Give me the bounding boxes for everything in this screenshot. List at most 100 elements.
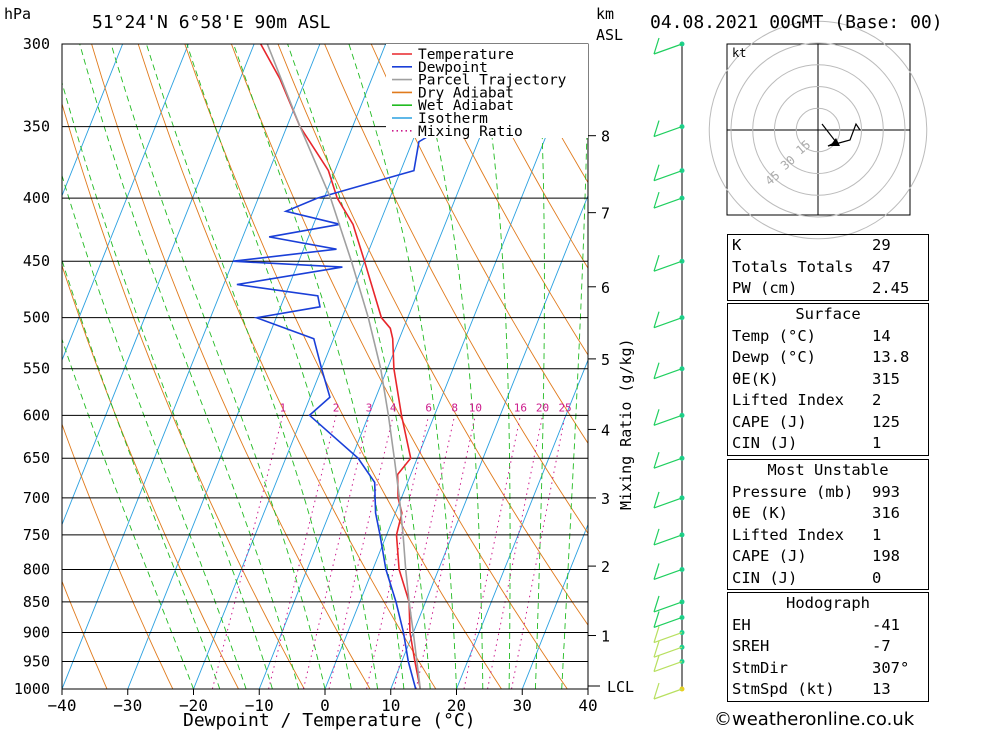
isotherm-line — [456, 358, 588, 689]
isotherm-line — [390, 194, 588, 689]
most-unstable-table: Most Unstable Pressure (mb) 993 θE (K) 316 L… — [727, 459, 929, 590]
dry-adiabat-line — [91, 44, 371, 689]
table-row: Dewp (°C) 13.8 — [728, 347, 928, 369]
asl-label: ASL — [596, 26, 623, 44]
row-value: 13 — [872, 680, 891, 698]
mixing-ratio-tick-label: 10 — [469, 401, 482, 414]
legend-label: Dry Adiabat — [418, 85, 514, 101]
chart-profiles — [232, 44, 479, 689]
hodograph-ring — [774, 86, 862, 174]
mixing-ratio-line — [268, 415, 337, 689]
location-title: 51°24'N 6°58'E 90m ASL — [92, 12, 331, 33]
isotherm-line — [324, 44, 584, 689]
mixing-ratio-axis-label: Mixing Ratio (g/kg) — [617, 338, 635, 510]
hpa-label: hPa — [4, 5, 31, 23]
mixing-ratio-line — [302, 415, 370, 689]
pressure-tick-label: 500 — [23, 309, 50, 327]
table-row: Lifted Index 1 — [728, 525, 928, 547]
pressure-tick-label: 450 — [23, 252, 50, 270]
isotherm-line — [62, 44, 321, 689]
wet-adiabat-line — [79, 44, 300, 689]
pressure-tick-label: 850 — [23, 593, 50, 611]
dry-adiabat-line — [977, 44, 1000, 689]
km-tick-label: 2 — [601, 558, 610, 576]
mixing-ratio-line — [463, 415, 521, 689]
pressure-tick-label: 800 — [23, 560, 50, 578]
wind-barb-flag — [653, 452, 660, 469]
wind-barb-flag — [653, 37, 660, 55]
mixing-ratio-labels: 1 2 3 4 6 8 10 16 20 25 — [280, 401, 572, 414]
row-label: StmDir — [732, 658, 788, 677]
wind-barb-staff — [653, 646, 683, 658]
wind-barb-flag — [653, 491, 660, 509]
wind-barb-flag — [653, 255, 660, 272]
km-tick-label: 7 — [601, 205, 610, 223]
mixing-ratio-tick-label: 2 — [333, 401, 340, 414]
wet-adiabat-line — [62, 174, 247, 689]
wind-barb-staff — [653, 368, 683, 380]
x-tick-label: 10 — [381, 696, 400, 715]
row-label: StmSpd (kt) — [732, 680, 835, 698]
legend-label: Wet Adiabat — [418, 98, 514, 114]
hodograph-table: Hodograph EH -41 SREH -7 StmDir 307° StmSpd (k… — [727, 592, 929, 702]
pressure-tick-label: 1000 — [14, 680, 50, 698]
index-row-totals: Totals Totals 47 — [728, 257, 928, 279]
x-tick-label: 20 — [447, 696, 466, 715]
wind-barb-flag — [653, 641, 660, 658]
wet-adiabat-line — [62, 337, 194, 689]
indices-table: K 29 Totals Totals 47 PW (cm) 2.45 — [727, 234, 929, 301]
wind-barbs — [653, 37, 685, 700]
index-key: K — [732, 236, 742, 254]
row-label: CIN (J) — [732, 568, 798, 587]
wet-adiabat-line — [145, 44, 352, 689]
pressure-tick-label: 950 — [23, 653, 50, 671]
hodograph-ring — [752, 64, 884, 196]
table-row: Temp (°C) 14 — [728, 326, 928, 348]
table-row: EH -41 — [728, 615, 928, 637]
dry-adiabat-line — [277, 44, 588, 626]
pressure-tick-label: 750 — [23, 526, 50, 544]
wet-adiabat-line — [62, 81, 273, 689]
mixing-ratio-line — [487, 415, 544, 689]
height-axis: 1 2 3 4 5 6 7 8 — [588, 128, 610, 687]
wind-barb-staff — [653, 260, 683, 272]
legend-label: Parcel Trajectory — [418, 73, 567, 89]
wind-barb-staff — [653, 170, 683, 182]
isotherm-line — [62, 44, 189, 362]
isotherm-line — [258, 44, 518, 689]
dry-adiabat-line — [230, 44, 568, 689]
mixing-ratio-tick-label: 8 — [451, 401, 458, 414]
series-parcel-trajectory-line — [266, 44, 422, 689]
table-row: θE (K) 316 — [728, 503, 928, 525]
series-temperature-line — [259, 44, 422, 689]
hodograph-unit-label: kt — [732, 46, 746, 60]
legend-label: Isotherm — [418, 111, 488, 127]
row-value: 0 — [872, 568, 882, 587]
wind-barb-staff — [653, 197, 683, 209]
isotherm-line — [521, 523, 588, 689]
row-label: Lifted Index — [732, 391, 844, 409]
credit-text: ©weatheronline.co.uk — [714, 709, 915, 730]
km-tick-label: 5 — [601, 351, 610, 369]
dry-adiabat-line — [62, 580, 108, 689]
row-label: Pressure (mb) — [732, 482, 854, 501]
km-tick-label: 6 — [601, 279, 610, 297]
hodograph-trace — [821, 122, 861, 147]
x-tick-label: 30 — [513, 696, 532, 715]
wind-barb-flag — [653, 595, 660, 613]
row-value: 2 — [872, 391, 882, 409]
row-value: 14 — [872, 326, 891, 345]
wind-barb-flag — [653, 655, 660, 672]
pressure-tick-label: 600 — [23, 406, 50, 424]
dry-adiabat-line — [463, 44, 588, 269]
row-label: Dewp (°C) — [732, 348, 816, 366]
series-dewpoint-line — [232, 44, 479, 689]
pressure-tick-label: 400 — [23, 189, 50, 207]
row-value: -41 — [872, 615, 900, 634]
table-row: StmDir 307° — [728, 658, 928, 680]
mixing-ratio-tick-label: 1 — [280, 401, 287, 414]
wind-barb-flag — [653, 120, 660, 137]
isotherm-line — [62, 44, 124, 197]
wind-barb-flag — [653, 409, 660, 426]
